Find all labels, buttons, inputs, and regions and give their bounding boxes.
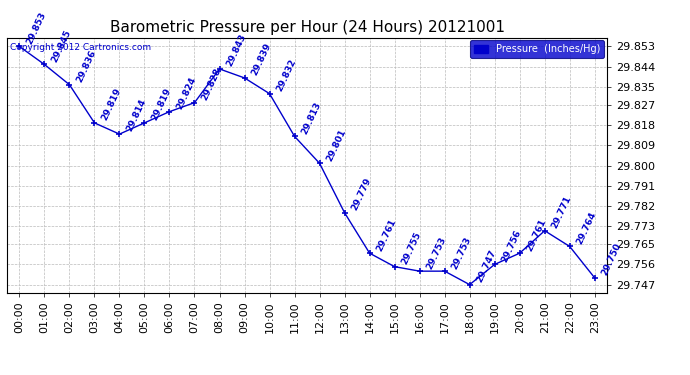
Text: 29.828: 29.828 <box>200 67 223 102</box>
Text: 29.814: 29.814 <box>125 98 148 134</box>
Text: 29.747: 29.747 <box>475 248 498 284</box>
Text: 29.824: 29.824 <box>175 75 198 111</box>
Text: 29.761: 29.761 <box>525 217 548 252</box>
Text: Copyright 2012 Cartronics.com: Copyright 2012 Cartronics.com <box>10 43 151 52</box>
Text: 29.756: 29.756 <box>500 228 523 264</box>
Text: 29.832: 29.832 <box>275 58 298 93</box>
Legend: Pressure  (Inches/Hg): Pressure (Inches/Hg) <box>470 40 604 58</box>
Text: 29.819: 29.819 <box>150 87 173 122</box>
Text: 29.813: 29.813 <box>300 100 323 136</box>
Text: 29.753: 29.753 <box>425 235 448 270</box>
Text: 29.755: 29.755 <box>400 231 423 266</box>
Text: 29.801: 29.801 <box>325 128 348 162</box>
Text: 29.843: 29.843 <box>225 33 248 68</box>
Text: 29.764: 29.764 <box>575 210 598 246</box>
Text: 29.836: 29.836 <box>75 49 98 84</box>
Text: 29.853: 29.853 <box>25 10 48 46</box>
Text: 29.771: 29.771 <box>550 194 573 230</box>
Text: 29.750: 29.750 <box>600 242 623 277</box>
Text: 29.779: 29.779 <box>350 176 373 212</box>
Text: 29.761: 29.761 <box>375 217 398 252</box>
Text: 29.819: 29.819 <box>100 87 123 122</box>
Text: 29.845: 29.845 <box>50 28 73 64</box>
Title: Barometric Pressure per Hour (24 Hours) 20121001: Barometric Pressure per Hour (24 Hours) … <box>110 20 504 35</box>
Text: 29.753: 29.753 <box>450 235 473 270</box>
Text: 29.839: 29.839 <box>250 42 273 77</box>
